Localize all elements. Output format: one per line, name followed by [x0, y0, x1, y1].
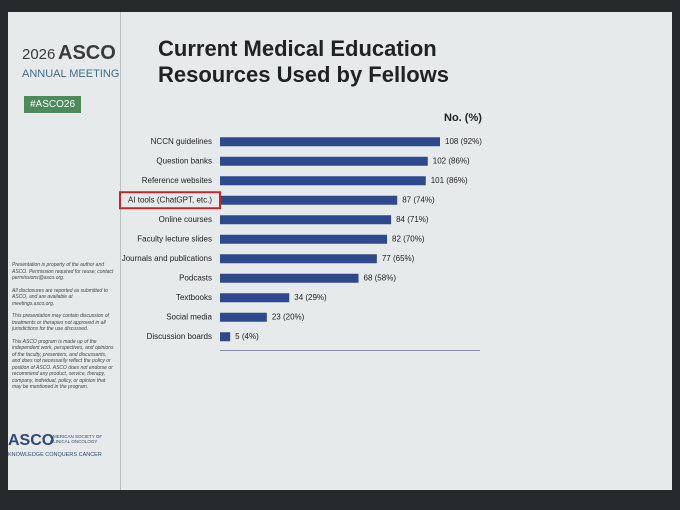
side-panel: 2026 ASCO ANNUAL MEETING #ASCO26 Present… [8, 12, 121, 490]
meeting-org: ASCO [58, 42, 116, 64]
category-label: Podcasts [179, 273, 212, 282]
bar [220, 176, 426, 186]
value-header: No. (%) [444, 112, 482, 124]
meeting-year: 2026 [22, 46, 56, 63]
bar [220, 195, 398, 205]
bar [220, 254, 377, 264]
disclaimers: Presentation is property of the author a… [12, 262, 116, 397]
category-label: Discussion boards [147, 332, 212, 341]
chart-title: Current Medical Education Resources Used… [158, 36, 449, 87]
bar [220, 332, 231, 342]
slide: 2026 ASCO ANNUAL MEETING #ASCO26 Present… [8, 12, 672, 490]
bar [220, 234, 388, 244]
meeting-event: ANNUAL MEETING [22, 68, 120, 80]
category-label: Journals and publications [122, 254, 212, 263]
disclaimer: Presentation is property of the author a… [12, 262, 114, 281]
value-label: 77 (65%) [382, 254, 415, 263]
bar [220, 215, 392, 225]
footer-society: AMERICAN SOCIETY OF CLINICAL ONCOLOGY [50, 434, 103, 444]
value-label: 23 (20%) [272, 312, 305, 321]
category-label: AI tools (ChatGPT, etc.) [128, 195, 212, 204]
value-label: 82 (70%) [392, 234, 425, 243]
category-label: Online courses [159, 215, 212, 224]
value-label: 101 (86%) [431, 176, 468, 185]
bar [220, 156, 428, 166]
value-label: 108 (92%) [445, 137, 482, 146]
category-label: Textbooks [176, 293, 212, 302]
bar [220, 273, 359, 283]
highlight-box [119, 191, 221, 210]
chart: No. (%) NCCN guidelines 108 (92%) Question … [119, 112, 482, 351]
bar [220, 293, 290, 303]
category-label: Social media [166, 312, 212, 321]
category-label: Question banks [156, 156, 212, 165]
disclaimer: This presentation may contain discussion… [12, 313, 109, 332]
footer-tagline: KNOWLEDGE CONQUERS CANCER [8, 452, 102, 458]
footer-logo: ASCO [8, 432, 55, 449]
value-label: 5 (4%) [235, 332, 259, 341]
category-label: NCCN guidelines [151, 137, 212, 146]
value-label: 68 (58%) [364, 273, 397, 282]
category-label: Reference websites [142, 176, 212, 185]
value-label: 87 (74%) [402, 195, 435, 204]
disclaimer: All disclosures are reported as submitte… [12, 287, 108, 307]
hashtag: #ASCO26 [24, 96, 82, 113]
disclaimer: This ASCO program is made up of the inde… [12, 338, 114, 391]
value-label: 102 (86%) [433, 156, 470, 165]
bar [220, 312, 267, 322]
value-label: 34 (29%) [294, 293, 327, 302]
value-label: 84 (71%) [396, 215, 429, 224]
bar [220, 137, 440, 147]
category-label: Faculty lecture slides [137, 234, 212, 243]
